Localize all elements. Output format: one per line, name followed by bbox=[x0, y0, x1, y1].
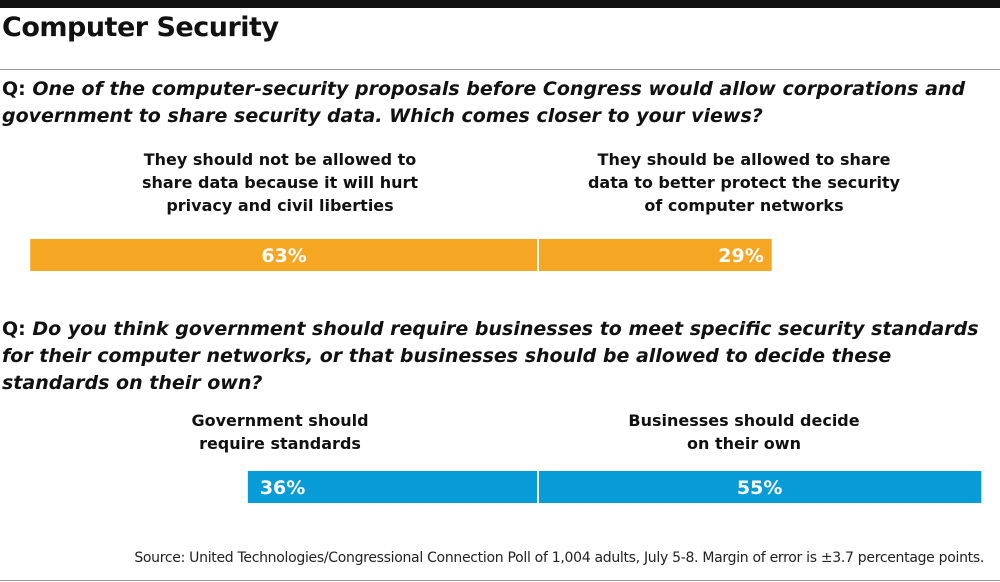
question-1: Q: One of the computer-security proposal… bbox=[2, 76, 992, 130]
chart-title: Computer Security bbox=[2, 12, 279, 43]
question-2-prefix: Q: bbox=[2, 318, 33, 340]
title-divider bbox=[0, 69, 1000, 70]
q2-bar-right bbox=[538, 471, 982, 503]
q2-value-label-left: 36% bbox=[260, 477, 305, 499]
q1-value-label-right: 29% bbox=[718, 245, 763, 267]
q1-right-response-label: They should be allowed to share data to … bbox=[587, 150, 901, 215]
top-bar bbox=[0, 0, 1000, 8]
q2-bar-chart: 36% 55% bbox=[0, 470, 1000, 504]
q1-bar-chart: 63% 29% bbox=[0, 238, 1000, 272]
question-2-text: Do you think government should require b… bbox=[2, 318, 979, 394]
q1-bar-divider bbox=[537, 239, 539, 271]
q2-bar-divider bbox=[537, 471, 539, 503]
q1-bar-svg: 63% 29% bbox=[30, 239, 772, 271]
q1-left-response-label: They should not be allowed to share data… bbox=[141, 150, 419, 215]
q1-bar-left bbox=[30, 239, 538, 271]
question-1-prefix: Q: bbox=[2, 78, 33, 100]
source-note: Source: United Technologies/Congressiona… bbox=[134, 550, 984, 566]
q1-value-label-left: 63% bbox=[261, 245, 306, 267]
q1-bar-right bbox=[538, 239, 772, 271]
q2-bar-left bbox=[247, 471, 538, 503]
q2-right-response-label: Businesses should decide on their own bbox=[628, 411, 860, 453]
q2-bar-svg: 36% 55% bbox=[247, 471, 982, 503]
question-2: Q: Do you think government should requir… bbox=[2, 316, 992, 397]
q2-value-label-right: 55% bbox=[737, 477, 782, 499]
q2-left-response-label: Government should require standards bbox=[191, 411, 369, 453]
footer-divider bbox=[0, 580, 1000, 581]
question-1-text: One of the computer-security proposals b… bbox=[2, 78, 966, 127]
